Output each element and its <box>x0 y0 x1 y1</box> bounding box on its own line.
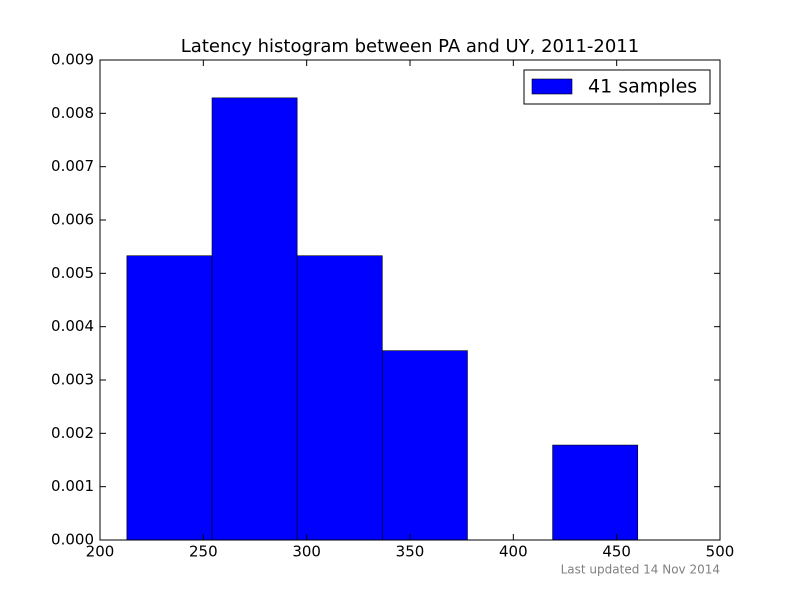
x-tick-label: 300 <box>292 543 321 561</box>
y-tick-label: 0.003 <box>51 371 94 389</box>
y-tick-label: 0.000 <box>51 531 94 549</box>
y-tick-label: 0.005 <box>51 264 94 282</box>
x-tick-label: 500 <box>706 543 735 561</box>
x-tick-label: 450 <box>602 543 631 561</box>
x-tick-label: 250 <box>189 543 218 561</box>
y-tick-label: 0.009 <box>51 51 94 69</box>
x-tick-label: 400 <box>499 543 528 561</box>
footnote: Last updated 14 Nov 2014 <box>561 563 720 577</box>
y-tick-label: 0.004 <box>51 317 94 335</box>
bar <box>211 97 298 541</box>
y-tick-label: 0.002 <box>51 424 94 442</box>
bar <box>552 444 639 541</box>
x-tick-label: 350 <box>396 543 425 561</box>
bar <box>296 255 383 541</box>
y-tick-label: 0.006 <box>51 211 94 229</box>
chart-title: Latency histogram between PA and UY, 201… <box>181 36 639 57</box>
bar <box>382 350 468 541</box>
x-tick-label: 200 <box>86 543 115 561</box>
legend-swatch <box>531 78 573 95</box>
y-tick-label: 0.008 <box>51 104 94 122</box>
bar <box>126 255 213 541</box>
y-tick-label: 0.007 <box>51 157 94 175</box>
y-tick-label: 0.001 <box>51 477 94 495</box>
legend-label: 41 samples <box>588 76 697 98</box>
